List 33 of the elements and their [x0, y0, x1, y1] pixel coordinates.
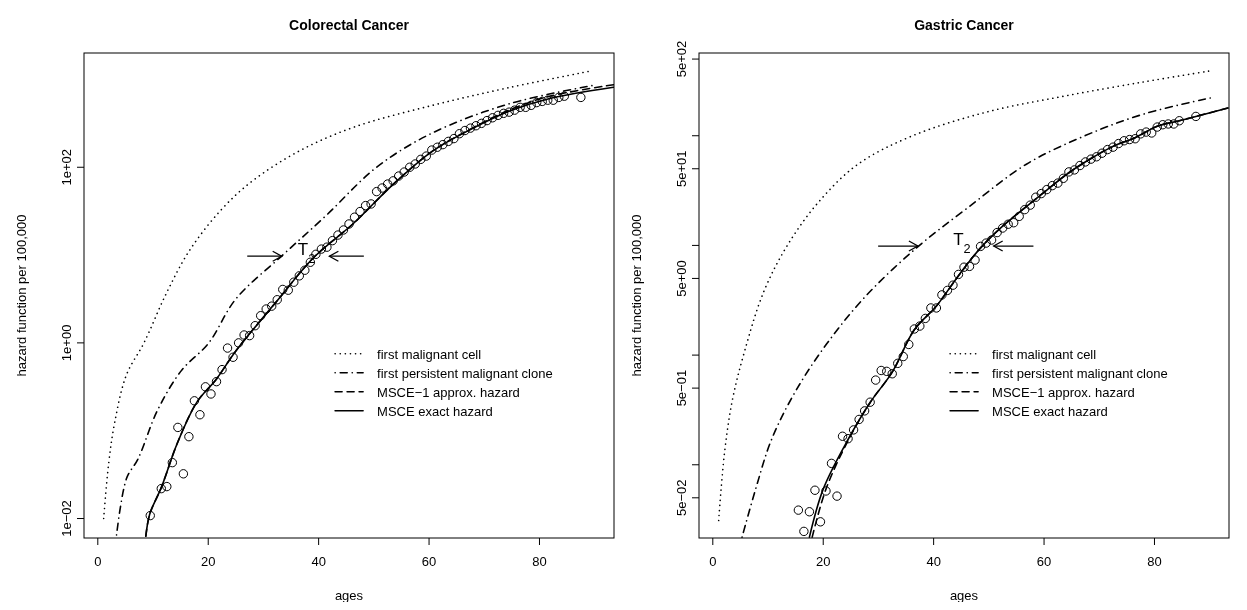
x-axis-title: ages	[334, 588, 364, 603]
y-tick-label: 5e+01	[674, 150, 689, 188]
x-tick-label: 60	[421, 554, 437, 569]
y-axis-title: hazard function per 100,000	[629, 214, 644, 377]
y-tick-label: 5e−01	[674, 369, 689, 407]
x-tick-label: 80	[532, 554, 547, 569]
chart-title: Colorectal Cancer	[289, 17, 410, 33]
chart-title: Gastric Cancer	[914, 17, 1015, 33]
y-tick-label: 1e+02	[59, 148, 74, 186]
x-tick-label: 60	[1036, 554, 1052, 569]
x-tick-label: 40	[926, 554, 941, 569]
legend-label: first malignant cell	[377, 346, 482, 362]
legend-label: first persistent malignant clone	[992, 365, 1168, 381]
legend-label: MSCE exact hazard	[377, 403, 493, 419]
legend-label: first persistent malignant clone	[377, 365, 553, 381]
legend-label: MSCE−1 approx. hazard	[377, 384, 520, 400]
x-axis-title: ages	[949, 588, 979, 603]
x-tick-label: 20	[815, 554, 831, 569]
y-tick-label: 1e+00	[59, 324, 74, 362]
x-tick-label: 80	[1147, 554, 1162, 569]
y-tick-label: 5e+02	[674, 40, 689, 78]
x-tick-label: 20	[200, 554, 216, 569]
legend-label: MSCE exact hazard	[992, 403, 1108, 419]
y-tick-label: 5e−02	[674, 479, 689, 517]
y-axis-title: hazard function per 100,000	[14, 214, 29, 377]
legend-label: first malignant cell	[992, 346, 1097, 362]
x-tick-label: 0	[94, 554, 102, 569]
legend-label: MSCE−1 approx. hazard	[992, 384, 1135, 400]
x-tick-label: 40	[311, 554, 326, 569]
annotation: T$_{2}$	[953, 230, 971, 256]
x-tick-label: 0	[709, 554, 717, 569]
y-tick-label: 5e+00	[674, 260, 689, 297]
y-tick-label: 1e−02	[59, 500, 74, 537]
